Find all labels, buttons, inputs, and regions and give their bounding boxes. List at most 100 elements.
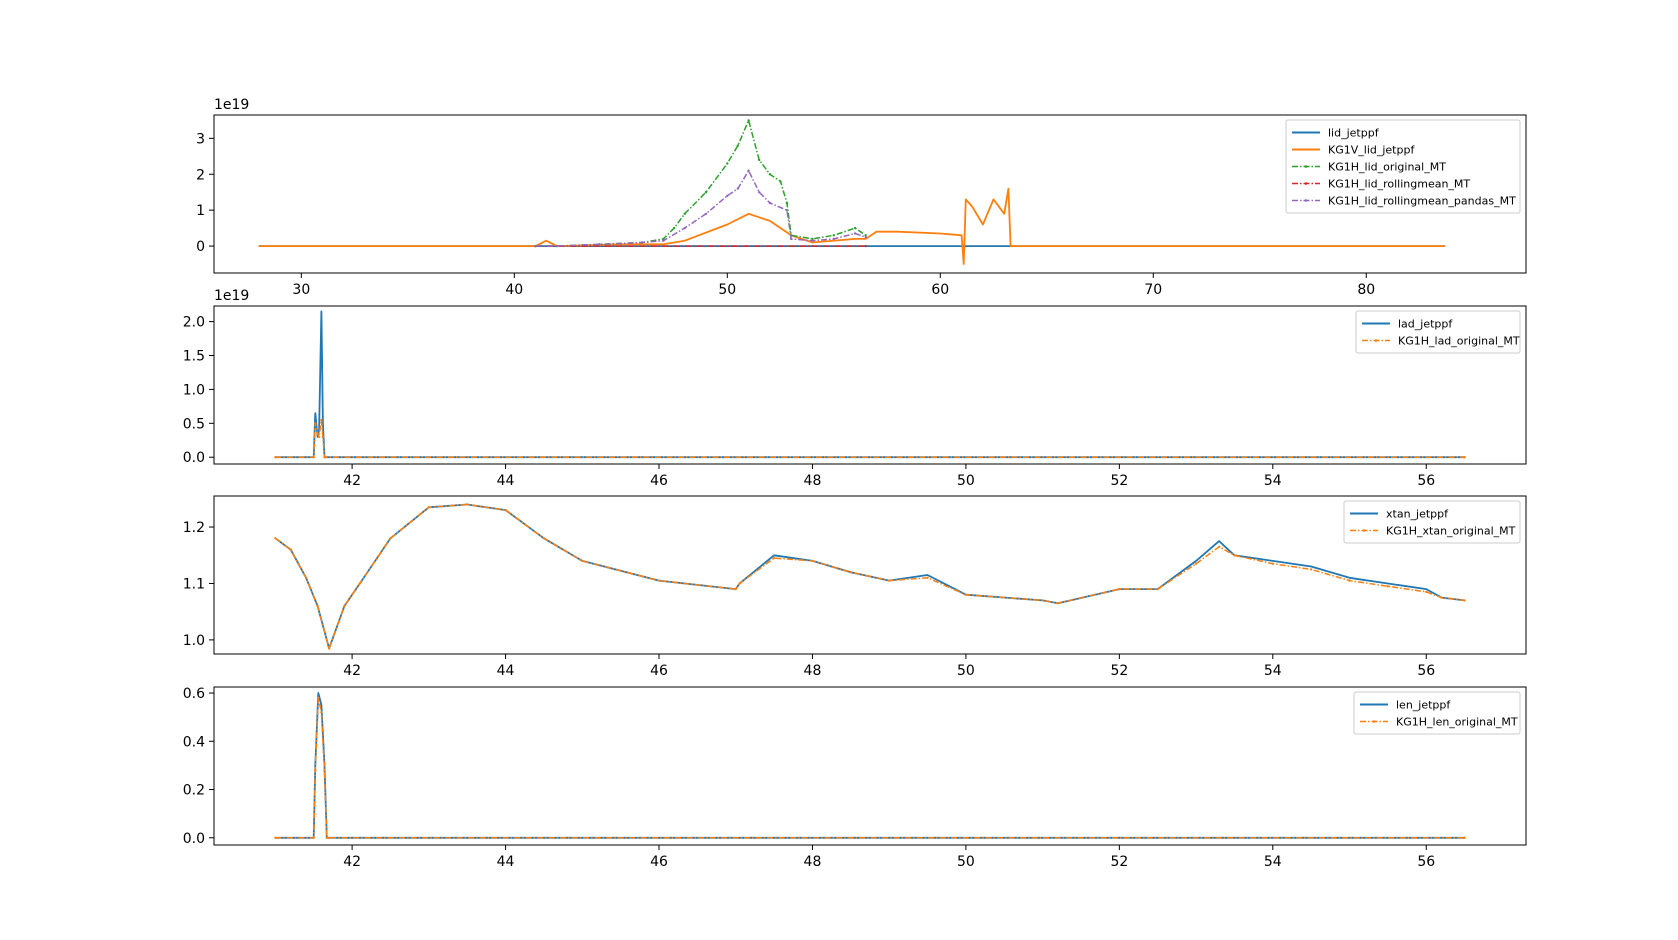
- series-point: [1440, 596, 1443, 599]
- series-point: [534, 244, 537, 248]
- series-point: [1041, 599, 1044, 602]
- series-point: [274, 836, 277, 839]
- series-point: [274, 537, 277, 540]
- legend-entry: KG1V_lid_jetppf: [1328, 144, 1415, 157]
- series-point: [779, 180, 782, 183]
- series-point: [772, 556, 776, 560]
- y-tick-label: 1.2: [183, 520, 205, 536]
- x-tick-label: 52: [1110, 854, 1128, 870]
- series-point: [758, 191, 761, 194]
- plot-area: [274, 310, 1466, 459]
- x-tick-label: 54: [1264, 854, 1282, 870]
- subplot-3: 42 44 46 48 50 52 54 56 1.0 1.1 1.2 xtan_jetppf KG1H…: [183, 495, 1527, 679]
- series-point: [790, 237, 793, 241]
- series-point: [832, 237, 835, 241]
- series-point: [289, 548, 292, 551]
- subplot-1: 30 40 50 60 70 80 0 1 2 3 1e19 lid_jetppf KG1V_lid_j…: [196, 97, 1527, 298]
- series-line-KG1H_xtan_original_MT: [274, 503, 1465, 650]
- x-tick-label: 42: [343, 473, 361, 489]
- y-tick-label: 1.1: [183, 576, 205, 592]
- series-point: [832, 234, 835, 237]
- series-point: [1348, 579, 1351, 582]
- series-point: [314, 422, 317, 425]
- series-point: [657, 579, 661, 582]
- x-tick-label: 80: [1357, 282, 1375, 298]
- series-line-len_jetppf: [275, 692, 1465, 839]
- series-line-KG1V_lid_jetppf: [258, 187, 1446, 265]
- x-tick-label: 50: [957, 854, 975, 870]
- series-point: [358, 582, 361, 585]
- series-point: [325, 836, 328, 839]
- series-point: [320, 418, 323, 422]
- axes-frame: [213, 495, 1527, 655]
- x-tick-label: 44: [497, 663, 515, 679]
- series-point: [321, 435, 325, 439]
- legend-entry: lid_jetppf: [1328, 127, 1380, 140]
- series-point: [736, 187, 740, 190]
- y-offset-text: 1e19: [214, 97, 249, 113]
- legend-marker: [1304, 165, 1308, 168]
- series-point: [864, 244, 867, 248]
- legend-entry: KG1H_lid_rollingmean_MT: [1328, 178, 1470, 191]
- x-tick-label: 42: [343, 854, 361, 870]
- series-point: [811, 559, 814, 563]
- series-line-KG1H_lid_original_MT: [535, 119, 867, 247]
- x-tick-label: 48: [804, 473, 822, 489]
- legend-entry: KG1H_lid_rollingmean_pandas_MT: [1328, 195, 1516, 208]
- series-point: [1194, 562, 1198, 565]
- legend-marker: [1304, 199, 1308, 202]
- x-tick-label: 54: [1264, 473, 1282, 489]
- y-tick-label: 0.0: [183, 450, 205, 466]
- series-point: [312, 836, 315, 839]
- y-tick-label: 0.5: [183, 416, 205, 432]
- series-point: [811, 239, 814, 242]
- series-point: [726, 194, 729, 197]
- series-point: [555, 244, 559, 248]
- y-tick-label: 1: [196, 203, 205, 219]
- series-point: [327, 836, 331, 839]
- series-point: [683, 212, 686, 215]
- series-point: [1463, 836, 1466, 839]
- x-tick-label: 50: [957, 663, 975, 679]
- series-point: [768, 173, 772, 176]
- x-tick-label: 56: [1417, 854, 1435, 870]
- legend-marker: [1362, 529, 1366, 532]
- series-point: [1425, 590, 1428, 594]
- axes-frame: [213, 114, 1527, 274]
- series-point: [864, 235, 867, 239]
- series-point: [343, 604, 346, 608]
- legend-entry: KG1H_xtan_original_MT: [1386, 525, 1516, 538]
- x-tick-label: 56: [1417, 473, 1435, 489]
- x-tick-label: 52: [1110, 473, 1128, 489]
- series-point: [849, 571, 852, 574]
- x-tick-label: 60: [931, 282, 949, 298]
- y-tick-label: 1.0: [183, 633, 205, 649]
- series-point: [317, 435, 321, 439]
- legend: lid_jetppf KG1V_lid_jetppf KG1H_lid_origin…: [1285, 119, 1521, 214]
- x-tick-label: 50: [957, 473, 975, 489]
- series-point: [1156, 587, 1159, 591]
- plot-area: [274, 503, 1466, 650]
- series-point: [853, 232, 857, 235]
- x-tick-label: 56: [1417, 663, 1435, 679]
- x-tick-label: 50: [718, 282, 736, 298]
- series-point: [704, 212, 708, 215]
- y-tick-label: 0.6: [183, 686, 205, 702]
- series-point: [738, 582, 741, 585]
- x-tick-label: 70: [1144, 282, 1162, 298]
- series-point: [1118, 587, 1121, 591]
- series-point: [1271, 562, 1275, 565]
- series-point: [785, 209, 789, 212]
- series-point: [811, 237, 814, 241]
- series-point: [427, 506, 430, 509]
- series-point: [542, 537, 546, 540]
- y-tick-label: 3: [196, 131, 205, 147]
- series-point: [683, 226, 686, 230]
- legend-entry: xtan_jetppf: [1386, 508, 1449, 521]
- series-point: [324, 456, 328, 459]
- series-point: [581, 559, 584, 563]
- legend-entry: len_jetppf: [1396, 699, 1451, 712]
- y-tick-label: 2.0: [183, 315, 205, 331]
- series-point: [323, 769, 326, 772]
